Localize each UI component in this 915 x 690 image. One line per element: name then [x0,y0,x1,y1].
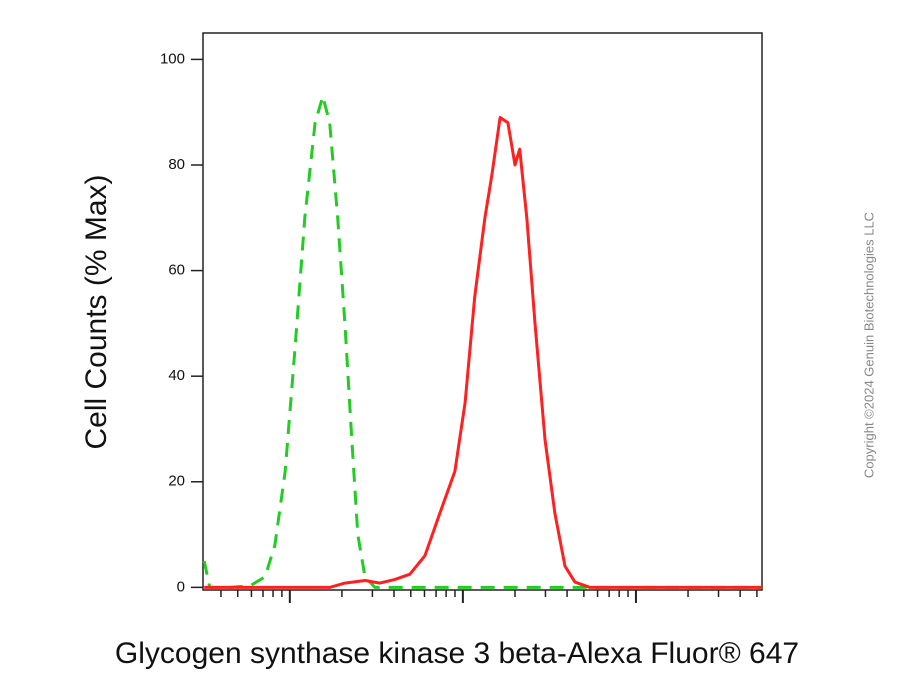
y-tick-label: 40 [168,367,185,384]
y-axis-label: Cell Counts (% Max) [80,174,113,449]
plot-frame [202,32,763,591]
y-tick-label: 0 [177,578,185,595]
y-tick-label: 60 [168,262,185,279]
y-tick-label: 100 [160,50,185,67]
x-axis-label: Glycogen synthase kinase 3 beta-Alexa Fl… [115,637,799,670]
series-line [204,116,762,589]
series-line [202,94,762,589]
y-tick-label: 20 [168,473,185,490]
y-tick-label: 80 [168,156,185,173]
watermark: Copyright ©2024 Genuin Biotechnologies L… [861,212,876,478]
